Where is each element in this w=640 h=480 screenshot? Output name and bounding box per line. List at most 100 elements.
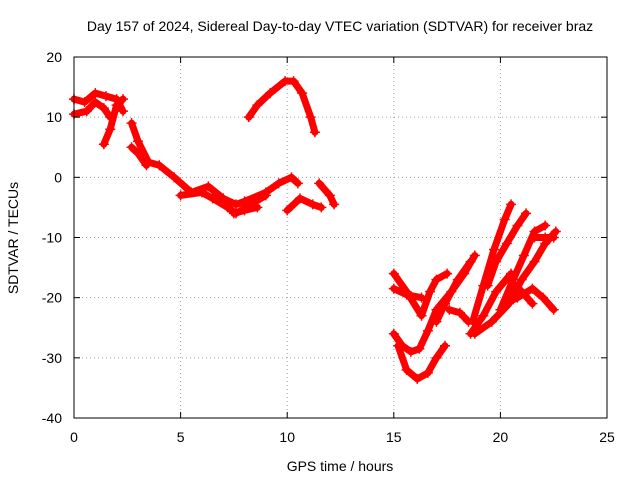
- data-point: [527, 283, 538, 294]
- data-point: [90, 88, 101, 99]
- series-s3: [98, 94, 129, 150]
- data-point: [491, 286, 502, 297]
- data-series: [69, 76, 561, 384]
- data-point: [512, 220, 523, 231]
- data-point: [265, 88, 276, 99]
- data-point: [416, 292, 427, 303]
- data-point: [529, 256, 540, 267]
- x-tick-label: 15: [386, 429, 402, 445]
- data-point: [393, 340, 404, 351]
- data-point: [422, 325, 433, 336]
- data-point: [465, 328, 476, 339]
- series-s19: [482, 208, 531, 291]
- data-point: [118, 106, 129, 117]
- series-s22: [503, 274, 538, 309]
- data-point: [495, 304, 506, 315]
- data-point: [422, 367, 433, 378]
- data-point: [454, 307, 465, 318]
- data-point: [273, 178, 284, 189]
- x-axis-label: GPS time / hours: [287, 458, 394, 474]
- data-point: [388, 283, 399, 294]
- series-s9: [314, 178, 340, 210]
- y-tick-label: -10: [42, 230, 62, 246]
- data-point: [520, 208, 531, 219]
- plot-frame: [73, 56, 608, 419]
- data-point: [516, 286, 527, 297]
- data-point: [252, 202, 263, 213]
- data-point: [175, 190, 186, 201]
- x-tick-label: 5: [177, 429, 185, 445]
- data-point: [478, 310, 489, 321]
- series-s8: [282, 193, 327, 216]
- data-point: [294, 193, 305, 204]
- series-s24: [529, 232, 559, 243]
- data-point: [207, 193, 218, 204]
- data-point: [324, 190, 335, 201]
- y-tick-label: -20: [42, 290, 62, 306]
- series-s11: [388, 268, 453, 321]
- x-tick-label: 0: [70, 429, 78, 445]
- series-s20: [465, 268, 517, 339]
- data-point: [529, 232, 540, 243]
- data-point: [79, 97, 90, 108]
- data-point: [282, 205, 293, 216]
- x-tick-label: 20: [493, 429, 509, 445]
- data-point: [503, 274, 514, 285]
- data-point: [414, 343, 425, 354]
- data-point: [442, 268, 453, 279]
- data-point: [314, 178, 325, 189]
- data-point: [305, 112, 316, 123]
- series-s15: [431, 256, 476, 327]
- series-line: [70, 98, 114, 121]
- data-point: [412, 373, 423, 384]
- series-line: [390, 270, 451, 320]
- data-point: [489, 244, 500, 255]
- data-point: [132, 148, 143, 159]
- data-point: [482, 280, 493, 291]
- data-point: [196, 187, 207, 198]
- data-point: [288, 76, 299, 87]
- data-point: [405, 346, 416, 357]
- y-axis-label: SDTVAR / TECUs: [5, 182, 21, 294]
- series-line: [315, 179, 338, 208]
- x-tick-label: 25: [599, 429, 615, 445]
- data-point: [463, 316, 474, 327]
- data-point: [491, 256, 502, 267]
- data-point: [527, 298, 538, 309]
- data-point: [316, 202, 327, 213]
- series-s21: [499, 283, 559, 315]
- data-point: [538, 292, 549, 303]
- series-s13: [393, 340, 450, 384]
- axis-ticks: 0 5 10 15 20 25 20 10 0 -10 -20 -30 -40: [42, 49, 615, 445]
- data-point: [516, 274, 527, 285]
- data-point: [401, 289, 412, 300]
- data-point: [388, 268, 399, 279]
- data-point: [540, 232, 551, 243]
- data-point: [239, 205, 250, 216]
- data-point: [431, 316, 442, 327]
- series-line: [128, 119, 302, 208]
- data-point: [132, 136, 143, 147]
- data-point: [309, 127, 320, 138]
- data-point: [81, 106, 92, 117]
- data-point: [98, 103, 109, 114]
- data-point: [452, 274, 463, 285]
- data-point: [297, 88, 308, 99]
- data-point: [141, 160, 152, 171]
- data-point: [329, 199, 340, 210]
- data-point: [506, 199, 517, 210]
- data-point: [425, 286, 436, 297]
- data-point: [100, 91, 111, 102]
- x-tick-label: 10: [279, 429, 295, 445]
- data-point: [499, 214, 510, 225]
- series-s23: [444, 304, 474, 327]
- data-point: [416, 310, 427, 321]
- data-point: [431, 274, 442, 285]
- data-point: [292, 178, 303, 189]
- data-point: [231, 199, 242, 210]
- data-point: [228, 208, 239, 219]
- series-line: [100, 95, 127, 148]
- data-point: [169, 172, 180, 183]
- series-line: [245, 77, 319, 136]
- data-point: [401, 364, 412, 375]
